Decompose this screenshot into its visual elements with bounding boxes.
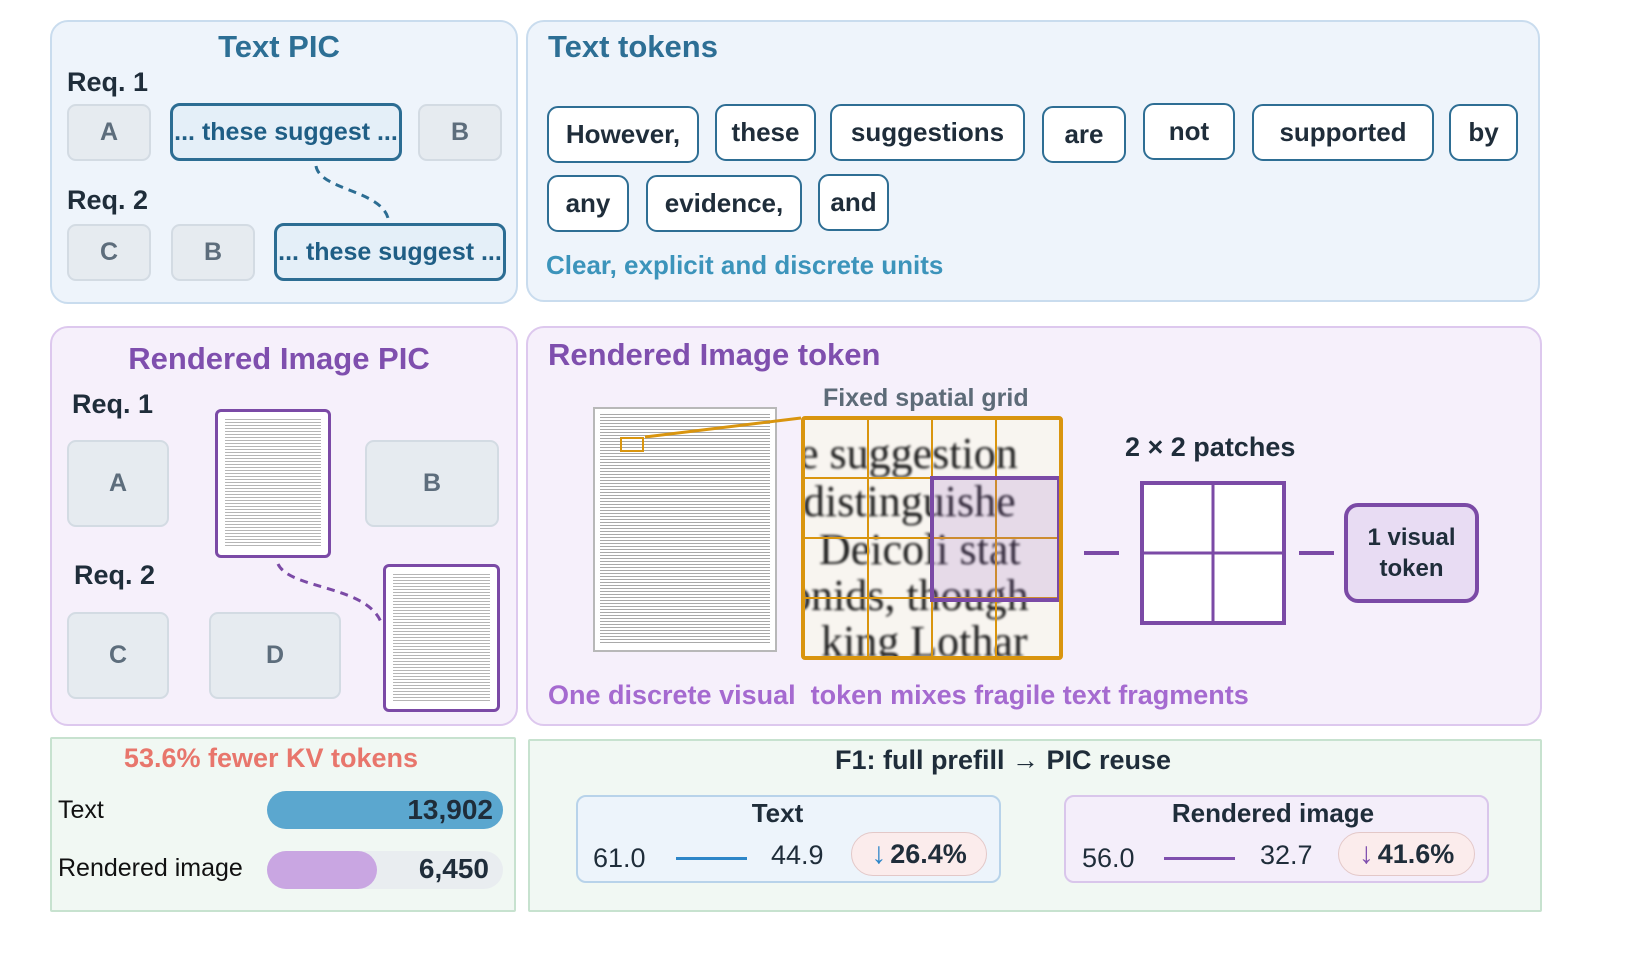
req2-shared-chunk: ... these suggest ... [274, 223, 506, 281]
kv-row-label: Rendered image [58, 854, 243, 882]
text-token: However, [547, 106, 699, 163]
text-token: not [1143, 103, 1235, 160]
kv-title: 53.6% fewer KV tokens [123, 743, 419, 773]
f1-image-label: Rendered image [1171, 798, 1375, 828]
image-token-caption: One discrete visual token mixes fragile … [548, 680, 1249, 710]
f1-text-line [676, 857, 747, 860]
grid-text-row: distinguishe [803, 477, 1016, 526]
req1-box-a: A [67, 104, 151, 161]
f1-image-drop: 41.6% [1377, 838, 1455, 869]
down-arrow-icon: ↓ [1358, 837, 1374, 870]
fixed-spatial-grid: e suggestion distinguishe Deicoli stat o… [801, 416, 1063, 660]
rendered-doc-req2 [383, 564, 500, 712]
image-pic-title: Rendered Image PIC [128, 341, 430, 376]
kv-value: 6,450 [418, 853, 489, 884]
visual-token-box: 1 visual token [1344, 503, 1479, 603]
img-req2-box-d: D [209, 612, 341, 699]
f1-image-line [1164, 857, 1235, 860]
kv-value: 13,902 [407, 794, 493, 825]
text-pic-title: Text PIC [218, 29, 340, 64]
grid-text-row: onids, though [801, 571, 1029, 620]
req1-box-b: B [418, 104, 502, 161]
req1-shared-chunk: ... these suggest ... [170, 103, 402, 161]
text-token: are [1042, 106, 1126, 163]
text-token: supported [1252, 104, 1434, 161]
text-token: by [1449, 104, 1518, 161]
text-token: any [547, 175, 629, 232]
text-token: evidence, [646, 175, 802, 232]
f1-title: F1: full prefill → PIC reuse [834, 745, 1172, 775]
text-token: suggestions [830, 104, 1025, 161]
document-thumbnail [593, 407, 777, 652]
f1-text-label: Text [751, 798, 804, 828]
f1-text-drop-badge: ↓ 26.4% [851, 832, 987, 876]
f1-image-drop-badge: ↓ 41.6% [1338, 832, 1475, 876]
f1-image-to: 32.7 [1260, 840, 1313, 870]
grid-label: Fixed spatial grid [823, 384, 1029, 412]
text-tokens-title: Text tokens [548, 29, 718, 64]
req2-box-b: B [171, 224, 255, 281]
f1-image-from: 56.0 [1082, 843, 1135, 873]
image-token-title: Rendered Image token [548, 337, 881, 372]
f1-text-drop: 26.4% [890, 838, 967, 869]
text-token: and [818, 174, 889, 231]
grid-text-row: e suggestion [801, 429, 1018, 478]
text-tokens-caption: Clear, explicit and discrete units [546, 250, 944, 280]
text-pic-req1-label: Req. 1 [67, 67, 149, 97]
kv-row-label: Text [58, 796, 104, 824]
down-arrow-icon: ↓ [871, 837, 887, 870]
text-pic-req2-label: Req. 2 [67, 185, 149, 215]
img-req1-box-b: B [365, 440, 499, 527]
f1-text-from: 61.0 [593, 843, 646, 873]
visual-token-label: 1 visual token [1367, 524, 1456, 582]
img-req1-box-a: A [67, 440, 169, 527]
grid-text-row: Deicoli stat [819, 525, 1021, 574]
img-req2-box-c: C [67, 612, 169, 699]
rendered-doc-req1 [215, 409, 331, 558]
patches-label: 2 × 2 patches [1125, 432, 1296, 462]
image-pic-req2-label: Req. 2 [74, 560, 156, 590]
f1-text-to: 44.9 [771, 840, 824, 870]
text-token: these [715, 104, 816, 161]
kv-bar-text [267, 791, 503, 829]
req2-box-c: C [67, 224, 151, 281]
grid-text-row: king Lothar [821, 617, 1028, 660]
image-pic-req1-label: Req. 1 [72, 389, 154, 419]
kv-bar-image [267, 851, 377, 889]
text-tokens-panel [526, 20, 1540, 302]
